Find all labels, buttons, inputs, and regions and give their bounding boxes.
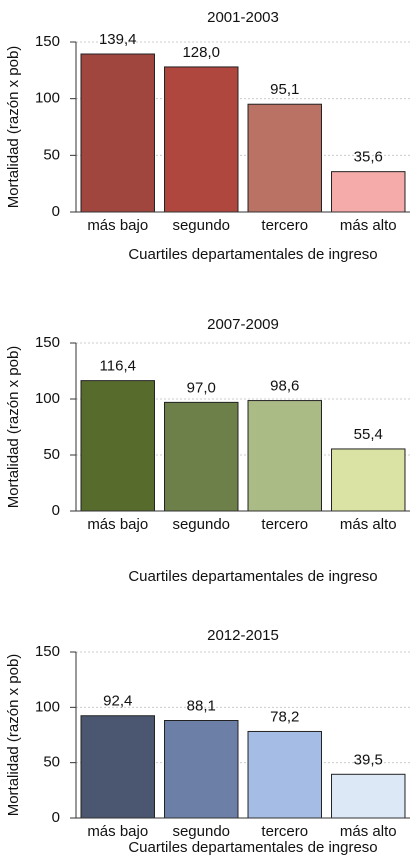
x-tick-label: tercero — [261, 516, 308, 533]
bar — [331, 171, 406, 213]
value-label: 78,2 — [270, 708, 299, 725]
y-tick-label: 100 — [35, 390, 60, 407]
value-label: 139,4 — [99, 31, 137, 48]
value-label: 88,1 — [187, 697, 216, 714]
y-tick-label: 100 — [35, 698, 60, 715]
y-tick-label: 0 — [52, 809, 60, 826]
x-axis-title: Cuartiles departamentales de ingreso — [128, 839, 377, 856]
x-tick-label: segundo — [172, 217, 230, 234]
chart-title: 2001-2003 — [207, 9, 279, 26]
y-tick-label: 150 — [35, 334, 60, 351]
bar — [247, 103, 322, 213]
x-tick-label: segundo — [172, 516, 230, 533]
bar — [80, 380, 155, 512]
bar — [164, 66, 239, 213]
bar — [247, 400, 322, 512]
x-tick-label: segundo — [172, 823, 230, 840]
bar — [164, 720, 239, 819]
y-tick-label: 50 — [43, 754, 60, 771]
bar — [331, 773, 406, 819]
y-tick-label: 100 — [35, 90, 60, 107]
y-axis-title: Mortalidad (razón x pob) — [5, 46, 22, 209]
value-label: 92,4 — [103, 693, 132, 710]
y-tick-label: 150 — [35, 33, 60, 50]
value-label: 128,0 — [182, 44, 220, 61]
bar — [331, 448, 406, 512]
y-tick-label: 0 — [52, 502, 60, 519]
x-axis-title: Cuartiles departamentales de ingreso — [128, 568, 377, 585]
x-tick-label: más bajo — [87, 217, 148, 234]
value-label: 116,4 — [100, 358, 136, 375]
x-tick-label: tercero — [261, 823, 308, 840]
y-tick-label: 0 — [52, 203, 60, 220]
y-axis-title: Mortalidad (razón x pob) — [5, 346, 22, 509]
x-tick-label: más alto — [340, 823, 397, 840]
y-axis-title: Mortalidad (razón x pob) — [5, 654, 22, 817]
value-label: 95,1 — [270, 81, 299, 98]
chart-title: 2007-2009 — [207, 316, 279, 333]
x-tick-label: más alto — [340, 516, 397, 533]
y-tick-label: 50 — [43, 446, 60, 463]
y-tick-label: 50 — [43, 146, 60, 163]
value-label: 55,4 — [354, 426, 383, 443]
bar — [80, 715, 155, 819]
bar — [164, 401, 239, 512]
chart-title: 2012-2015 — [207, 627, 279, 644]
value-label: 98,6 — [270, 378, 299, 395]
x-tick-label: más alto — [340, 217, 397, 234]
x-tick-label: tercero — [261, 217, 308, 234]
value-label: 97,0 — [187, 379, 216, 396]
x-axis-title: Cuartiles departamentales de ingreso — [128, 246, 377, 263]
value-label: 35,6 — [354, 149, 383, 166]
y-tick-label: 150 — [35, 643, 60, 660]
bar — [80, 53, 155, 213]
bar — [247, 730, 322, 819]
x-tick-label: más bajo — [87, 516, 148, 533]
value-label: 39,5 — [354, 751, 383, 768]
x-tick-label: más bajo — [87, 823, 148, 840]
